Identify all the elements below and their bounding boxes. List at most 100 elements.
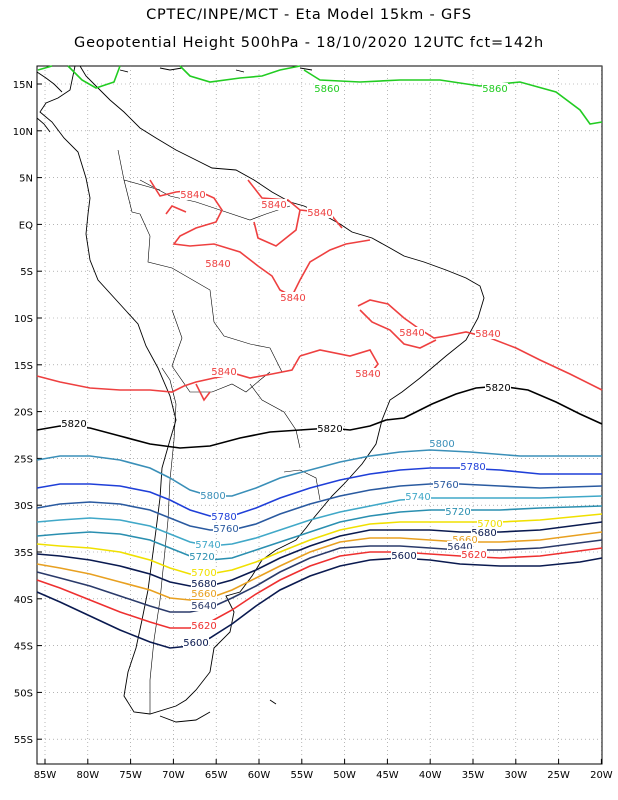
- contour-label-5680: 5680: [471, 528, 496, 539]
- caribbean-islands: [119, 67, 313, 73]
- contour-label-5820: 5820: [61, 419, 86, 430]
- contour-5840-west: [36, 355, 301, 402]
- contour-label-bg: [180, 189, 206, 200]
- contour-label-5740: 5740: [405, 492, 430, 503]
- tierra-del-fuego: [159, 699, 277, 723]
- contour-label-5760: 5760: [213, 524, 238, 535]
- central-america-coastline: [36, 71, 63, 133]
- lat-label: 50S: [14, 688, 33, 699]
- contour-5860: [37, 65, 603, 125]
- graticule: [37, 66, 602, 764]
- lat-label: EQ: [19, 220, 33, 231]
- contour-5840-northeast: [299, 299, 603, 391]
- map-subtitle: Geopotential Height 500hPa - 18/10/2020 …: [74, 35, 544, 51]
- lat-label: 20S: [14, 408, 33, 419]
- lat-label: 35S: [14, 548, 33, 559]
- contour-label-bg: [280, 292, 306, 303]
- lon-label: 20W: [590, 770, 613, 781]
- border-bolivia: [171, 309, 271, 393]
- contour-label-5740: 5740: [195, 540, 220, 551]
- lon-label: 70W: [162, 770, 185, 781]
- contour-label-bg: [399, 327, 425, 338]
- lon-label: 75W: [119, 770, 142, 781]
- contour-label-5840: 5840: [355, 369, 380, 380]
- contour-label-bg: [471, 527, 497, 538]
- contour-label-5840: 5840: [307, 208, 332, 219]
- lat-label: 40S: [14, 595, 33, 606]
- contour-label-bg: [461, 549, 487, 560]
- contour-label-bg: [261, 199, 287, 210]
- contour-label-bg: [445, 506, 471, 517]
- contour-label-5780: 5780: [460, 462, 485, 473]
- lat-label: 15N: [13, 80, 33, 91]
- lat-label: 5N: [19, 174, 33, 185]
- contour-label-5600: 5600: [183, 638, 208, 649]
- lat-label: 5S: [20, 267, 33, 278]
- border-colombia: [117, 149, 161, 215]
- contour-5700: [36, 513, 603, 575]
- contour-label-5840: 5840: [205, 259, 230, 270]
- contour-label-bg: [191, 578, 217, 589]
- contour-label-5720: 5720: [189, 552, 214, 563]
- contour-label-bg: [485, 382, 511, 393]
- contour-label-5840: 5840: [211, 367, 236, 378]
- lat-label: 30S: [14, 501, 33, 512]
- contour-label-bg: [391, 550, 417, 561]
- contour-label-5620: 5620: [191, 621, 216, 632]
- contour-label-bg: [211, 366, 237, 377]
- contour-label-bg: [447, 541, 473, 552]
- contour-label-5760: 5760: [433, 480, 458, 491]
- contour-label-5700: 5700: [191, 568, 216, 579]
- contour-label-bg: [183, 637, 209, 648]
- contour-label-bg: [317, 423, 343, 434]
- contour-label-bg: [189, 551, 215, 562]
- lon-label: 85W: [34, 770, 57, 781]
- contour-label-5860: 5860: [314, 84, 339, 95]
- lon-label: 60W: [248, 770, 271, 781]
- contour-label-5600: 5600: [391, 551, 416, 562]
- contour-label-bg: [205, 258, 231, 269]
- lat-label: 55S: [14, 735, 33, 746]
- contour-label-5840: 5840: [399, 328, 424, 339]
- contour-5620: [36, 547, 603, 629]
- contour-label-5840: 5840: [180, 190, 205, 201]
- lon-label: 50W: [333, 770, 356, 781]
- contour-label-5780: 5780: [211, 512, 236, 523]
- contour-5840-amazon: [149, 179, 371, 298]
- contour-5680: [36, 521, 603, 587]
- map-frame: [36, 65, 603, 765]
- contour-label-5800: 5800: [200, 491, 225, 502]
- border-brazil-west: [139, 213, 283, 373]
- contour-label-bg: [191, 600, 217, 611]
- contour-label-5700: 5700: [477, 519, 502, 530]
- contour-label-5860: 5860: [482, 84, 507, 95]
- map-title: CPTEC/INPE/MCT - Eta Model 15km - GFS: [146, 7, 472, 23]
- contour-label-5660: 5660: [191, 589, 216, 600]
- contour-label-5800: 5800: [429, 439, 454, 450]
- contour-label-5620: 5620: [461, 550, 486, 561]
- contour-label-bg: [314, 83, 340, 94]
- contour-label-5720: 5720: [445, 507, 470, 518]
- axis-labels: 15N 10N 5N EQ 5S 10S 15S 20S 25S 30S 35S 40S 45S 50S 5…: [13, 80, 613, 781]
- contour-5800: [36, 449, 602, 497]
- lon-label: 40W: [419, 770, 442, 781]
- contour-label-5840: 5840: [261, 200, 286, 211]
- contour-label-bg: [475, 328, 501, 339]
- country-borders: [117, 149, 321, 714]
- contour-label-bg: [460, 461, 486, 472]
- contour-label-bg: [477, 518, 503, 529]
- contour-label-bg: [191, 620, 217, 631]
- contour-label-bg: [61, 418, 87, 429]
- contour-label-bg: [452, 534, 478, 545]
- lon-label: 25W: [547, 770, 570, 781]
- contour-label-bg: [433, 479, 459, 490]
- contour-label-bg: [195, 539, 221, 550]
- contour-label-bg: [307, 207, 333, 218]
- contour-5600: [36, 557, 603, 649]
- contour-label-5640: 5640: [191, 601, 216, 612]
- border-uruguay: [283, 469, 321, 501]
- contour-label-bg: [211, 511, 237, 522]
- lon-label: 35W: [462, 770, 485, 781]
- contour-label-bg: [355, 368, 381, 379]
